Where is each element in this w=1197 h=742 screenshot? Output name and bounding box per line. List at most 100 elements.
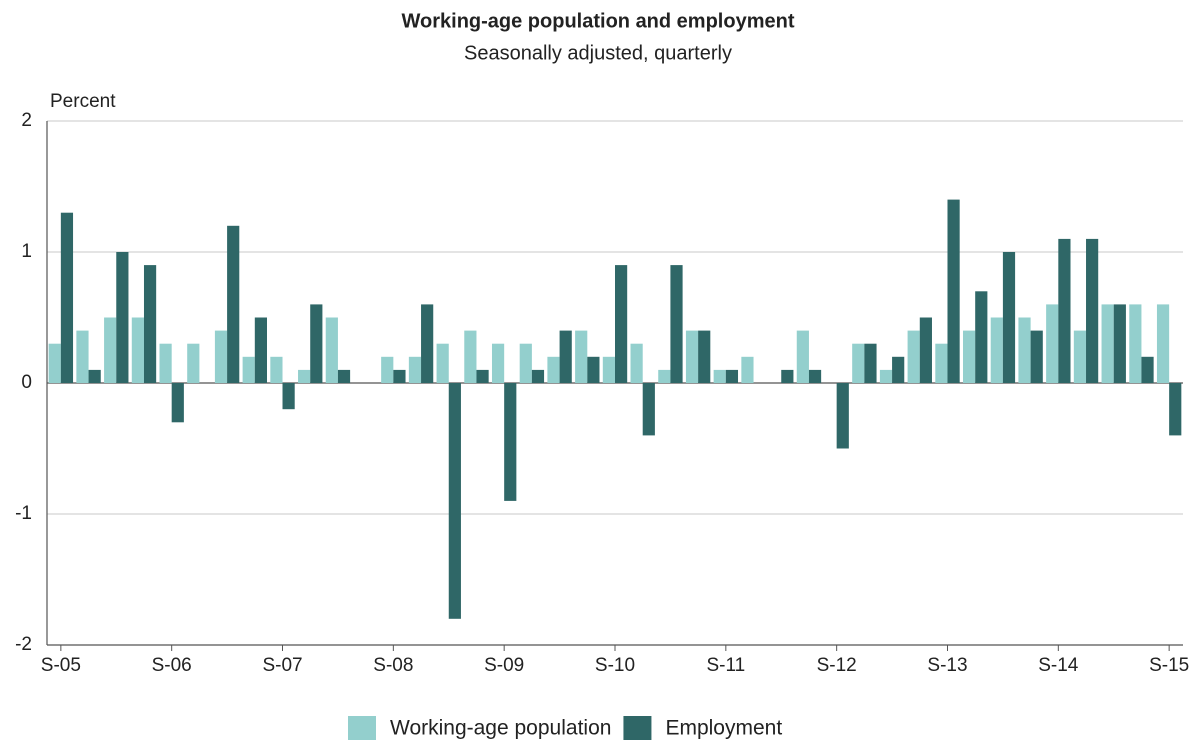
- bar: [282, 383, 295, 410]
- bar: [408, 356, 422, 383]
- bar: [159, 343, 172, 383]
- bar: [531, 369, 545, 383]
- bar: [602, 356, 615, 383]
- bar: [448, 383, 461, 619]
- bar: [642, 383, 655, 436]
- bar: [131, 317, 144, 383]
- x-tick-label: S-05: [41, 655, 81, 676]
- y-tick-label: 0: [21, 372, 32, 393]
- legend-swatch: [348, 716, 376, 740]
- bar: [187, 343, 200, 383]
- bar: [491, 343, 505, 383]
- bar: [698, 330, 711, 383]
- bar: [963, 330, 976, 383]
- bar: [393, 369, 406, 383]
- bar: [1018, 317, 1031, 383]
- x-tick-label: S-10: [595, 655, 635, 676]
- bar: [88, 369, 101, 383]
- bar: [547, 356, 560, 383]
- bar: [143, 265, 157, 383]
- bar: [1073, 330, 1087, 383]
- bar: [325, 317, 338, 383]
- x-tick-label: S-11: [706, 655, 745, 676]
- bar: [559, 330, 572, 383]
- bar: [907, 330, 920, 383]
- bar: [519, 343, 532, 383]
- bar: [48, 343, 61, 383]
- legend-label: Working-age population: [390, 717, 611, 740]
- bar: [214, 330, 228, 383]
- bar: [713, 369, 726, 383]
- y-tick-label: 1: [21, 241, 32, 262]
- bar: [504, 383, 517, 501]
- bar: [615, 265, 628, 383]
- bar: [1086, 238, 1099, 383]
- x-tick-label: S-15: [1149, 655, 1189, 676]
- bar: [1129, 304, 1142, 383]
- bar: [464, 330, 477, 383]
- x-tick-label: S-09: [484, 655, 524, 676]
- bar: [741, 356, 754, 383]
- bar: [919, 317, 932, 383]
- bar: [864, 343, 877, 383]
- bar: [1141, 356, 1154, 383]
- bar: [575, 330, 588, 383]
- bar: [242, 356, 255, 383]
- bar: [975, 291, 988, 383]
- bar: [935, 343, 948, 383]
- bar: [104, 317, 117, 383]
- bar: [1046, 304, 1059, 383]
- bar: [76, 330, 89, 383]
- bar: [587, 356, 600, 383]
- bar: [1002, 252, 1016, 383]
- bar: [658, 369, 671, 383]
- bar: [1030, 330, 1043, 383]
- x-tick-label: S-12: [817, 655, 857, 676]
- bar: [781, 369, 794, 383]
- legend-swatch: [623, 716, 652, 740]
- bar: [254, 317, 267, 383]
- y-tick-label: -2: [15, 634, 32, 655]
- bar: [1058, 238, 1071, 383]
- bar: [476, 369, 489, 383]
- legend-label: Employment: [665, 717, 782, 740]
- x-tick-label: S-13: [927, 655, 967, 676]
- bar: [1156, 304, 1170, 383]
- bar: [1113, 304, 1126, 383]
- x-tick-label: S-07: [262, 655, 302, 676]
- bar: [892, 356, 905, 383]
- bar: [947, 199, 960, 383]
- bar: [60, 212, 74, 383]
- y-axis-label: Percent: [50, 91, 116, 112]
- bar: [436, 343, 449, 383]
- x-tick-label: S-06: [152, 655, 192, 676]
- bar: [685, 330, 699, 383]
- x-tick-label: S-08: [373, 655, 413, 676]
- bar: [670, 265, 683, 383]
- bar: [298, 369, 311, 383]
- bar: [227, 225, 240, 383]
- bar: [1169, 383, 1182, 436]
- bar: [116, 252, 129, 383]
- bar: [630, 343, 643, 383]
- chart-title: Working-age population and employment: [402, 10, 795, 32]
- bar: [852, 343, 865, 383]
- chart-subtitle: Seasonally adjusted, quarterly: [464, 42, 732, 64]
- y-tick-label: -1: [15, 503, 32, 524]
- x-tick-label: S-14: [1038, 655, 1079, 676]
- bar: [270, 356, 283, 383]
- bar: [1101, 304, 1114, 383]
- bar: [796, 330, 809, 383]
- y-tick-label: 2: [21, 110, 32, 131]
- bar: [808, 369, 822, 383]
- bar: [836, 383, 849, 449]
- bar: [310, 304, 323, 383]
- bar: [381, 356, 394, 383]
- bar: [337, 369, 351, 383]
- bar: [171, 383, 184, 423]
- bar: [990, 317, 1003, 383]
- bar: [725, 369, 739, 383]
- bar: [879, 369, 893, 383]
- bar: [421, 304, 434, 383]
